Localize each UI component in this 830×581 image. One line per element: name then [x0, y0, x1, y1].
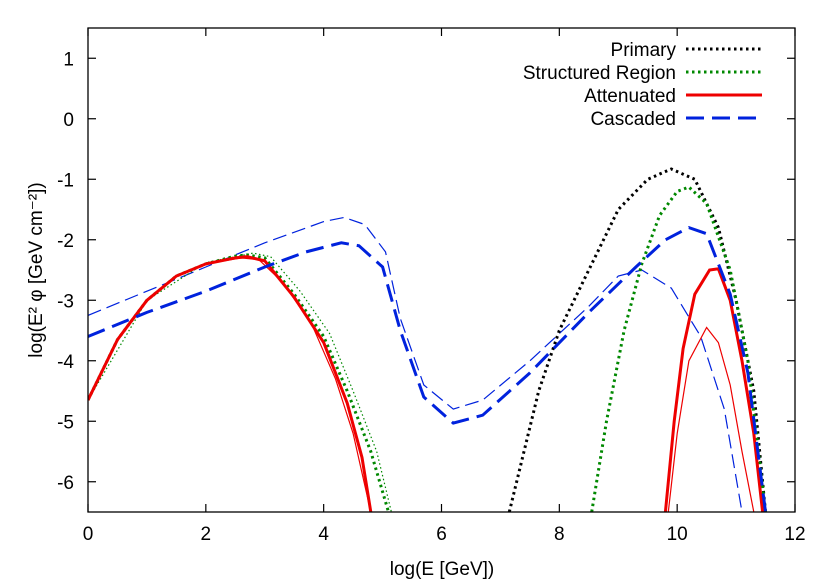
- y-tick-label: -2: [57, 231, 74, 252]
- x-tick-label: 12: [784, 524, 805, 545]
- thin-curve-1: [88, 257, 372, 512]
- x-axis-label: log(E [GeV]): [390, 559, 495, 580]
- y-tick-label: -3: [57, 291, 74, 312]
- y-tick-label: -1: [57, 170, 74, 191]
- thin-curve-0: [88, 216, 743, 512]
- y-axis-label: log(E² φ [GeV cm⁻²]): [26, 182, 47, 357]
- x-tick-label: 8: [554, 524, 565, 545]
- series-line-attenuated-3: [88, 255, 373, 512]
- x-tick-label: 6: [436, 524, 447, 545]
- series-line-structured-region-1: [88, 253, 390, 512]
- y-tick-label: -4: [57, 352, 74, 373]
- plot-area: [88, 167, 767, 512]
- x-tick-label: 10: [667, 524, 688, 545]
- x-tick-label: 0: [83, 524, 94, 545]
- y-tick-label: 1: [63, 49, 74, 70]
- thin-curve-2: [667, 326, 755, 512]
- series-line-attenuated-4: [663, 267, 765, 512]
- y-tick-label: -5: [57, 412, 74, 433]
- legend-label: Cascaded: [590, 109, 676, 130]
- thin-curve-3: [88, 252, 392, 512]
- legend-label: Attenuated: [584, 86, 676, 107]
- x-tick-label: 4: [318, 524, 329, 545]
- y-tick-label: -6: [57, 473, 74, 494]
- legend-label: Structured Region: [523, 63, 676, 84]
- series-line-primary-0: [507, 167, 767, 512]
- y-tick-label: 0: [63, 110, 74, 131]
- x-tick-label: 2: [201, 524, 212, 545]
- legend-label: Primary: [611, 40, 677, 61]
- series-line-cascaded-5: [88, 225, 767, 512]
